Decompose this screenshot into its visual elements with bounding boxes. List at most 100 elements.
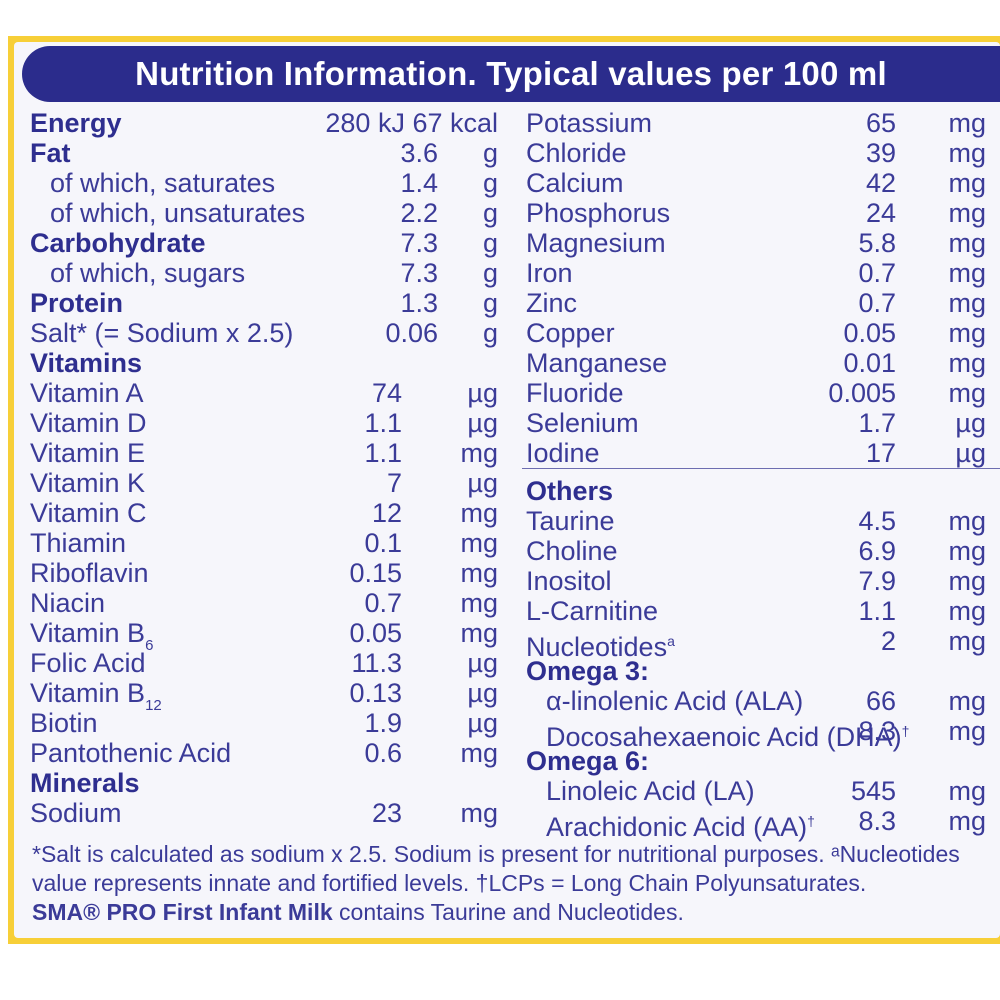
nutrient-row-carbohydrate: Carbohydrate 7.3 g bbox=[30, 228, 498, 258]
nutrient-name-text: Linoleic Acid (LA) bbox=[546, 776, 755, 806]
nutrient-row-sodium: Sodium 23 mg bbox=[30, 798, 498, 828]
superscript: † bbox=[901, 723, 910, 739]
nutrient-value: 7.9 bbox=[858, 566, 896, 596]
nutrient-name: Nucleotidesa bbox=[526, 626, 675, 662]
nutrient-name: of which, saturates bbox=[30, 168, 275, 198]
superscript: † bbox=[807, 813, 815, 829]
nutrient-row-chloride: Chloride 39 mg bbox=[526, 138, 986, 168]
nutrient-name: of which, unsaturates bbox=[30, 198, 305, 228]
nutrient-row-vitamin-c: Vitamin C 12 mg bbox=[30, 498, 498, 528]
nutrient-name-text: Calcium bbox=[526, 168, 624, 198]
right-nutrient-column: Potassium 65 mg Chloride 39 mg Calcium 42 mg Phos… bbox=[526, 108, 996, 842]
nutrient-unit: mg bbox=[460, 528, 498, 558]
nutrient-name-text: Choline bbox=[526, 536, 618, 566]
nutrient-row-protein: Protein 1.3 g bbox=[30, 288, 498, 318]
nutrient-name-text: Manganese bbox=[526, 348, 668, 378]
nutrient-name-text: Vitamin D bbox=[30, 408, 147, 438]
nutrient-unit: mg bbox=[460, 558, 498, 588]
nutrient-row-salt-sodium-x-2-5: Salt* (= Sodium x 2.5) 0.06 g bbox=[30, 318, 498, 348]
nutrient-name: Vitamin E bbox=[30, 438, 145, 468]
nutrient-row-iron: Iron 0.7 mg bbox=[526, 258, 986, 288]
nutrient-name-text: Thiamin bbox=[30, 528, 127, 558]
nutrient-unit: mg bbox=[948, 626, 986, 656]
nutrient-row-manganese: Manganese 0.01 mg bbox=[526, 348, 986, 378]
nutrient-name: Iron bbox=[526, 258, 573, 288]
nutrient-value: 1.3 bbox=[400, 288, 438, 318]
nutrient-name-text: Riboflavin bbox=[30, 558, 149, 588]
nutrient-row-linoleic-acid-la: Linoleic Acid (LA) 545 mg bbox=[526, 776, 986, 806]
nutrient-row-zinc: Zinc 0.7 mg bbox=[526, 288, 986, 318]
nutrient-value: 11.3 bbox=[351, 648, 402, 678]
nutrient-name: Thiamin bbox=[30, 528, 126, 558]
page-title: Nutrition Information. Typical values pe… bbox=[135, 55, 887, 92]
nutrient-unit: mg bbox=[948, 258, 986, 288]
nutrient-unit: mg bbox=[460, 588, 498, 618]
footnote-line-2: value represents innate and fortified le… bbox=[32, 870, 867, 896]
nutrient-name-text: Vitamin A bbox=[30, 378, 144, 408]
nutrient-value: 1.1 bbox=[364, 438, 402, 468]
nutrient-name-text: Niacin bbox=[30, 588, 106, 618]
nutrient-value: 0.01 bbox=[843, 348, 896, 378]
nutrient-value: 8.3 bbox=[858, 806, 896, 836]
nutrient-value: 74 bbox=[371, 378, 402, 408]
nutrient-unit: g bbox=[482, 288, 498, 318]
nutrient-value: 0.1 bbox=[364, 528, 402, 558]
nutrient-value: 3.6 bbox=[400, 138, 438, 168]
nutrient-row-thiamin: Thiamin 0.1 mg bbox=[30, 528, 498, 558]
nutrient-name: Inositol bbox=[526, 566, 612, 596]
nutrient-name-text: α-linolenic Acid (ALA) bbox=[546, 686, 804, 716]
nutrient-value: 0.6 bbox=[364, 738, 402, 768]
nutrient-value: 65 bbox=[865, 108, 896, 138]
nutrient-row-inositol: Inositol 7.9 mg bbox=[526, 566, 986, 596]
nutrient-name: Vitamin B6 bbox=[30, 618, 153, 661]
nutrient-name: Phosphorus bbox=[526, 198, 670, 228]
nutrient-name-text: Folic Acid bbox=[30, 648, 146, 678]
nutrient-value: 4.5 bbox=[858, 506, 896, 536]
nutrient-unit: µg bbox=[467, 468, 498, 498]
nutrient-name-text: Vitamin B bbox=[30, 618, 146, 648]
nutrient-name-text: Protein bbox=[30, 288, 124, 318]
nutrient-name-text: Biotin bbox=[30, 708, 98, 738]
nutrient-name: Arachidonic Acid (AA)† bbox=[546, 806, 815, 842]
nutrient-name: Fluoride bbox=[526, 378, 624, 408]
nutrient-name: Fat bbox=[30, 138, 71, 168]
nutrient-name: Carbohydrate bbox=[30, 228, 206, 258]
nutrient-name: Choline bbox=[526, 536, 618, 566]
nutrient-unit: mg bbox=[948, 288, 986, 318]
nutrient-row-choline: Choline 6.9 mg bbox=[526, 536, 986, 566]
nutrient-unit: g bbox=[482, 258, 498, 288]
nutrient-name: Copper bbox=[526, 318, 615, 348]
nutrient-unit: mg bbox=[948, 596, 986, 626]
nutrient-row-vitamin-e: Vitamin E 1.1 mg bbox=[30, 438, 498, 468]
superscript: a bbox=[667, 633, 675, 649]
nutrient-row-pantothenic-acid: Pantothenic Acid 0.6 mg bbox=[30, 738, 498, 768]
nutrient-name-text: Pantothenic Acid bbox=[30, 738, 232, 768]
nutrient-row-arachidonic-acid-aa: Arachidonic Acid (AA)† 8.3 mg bbox=[526, 806, 986, 842]
nutrient-name-text: Carbohydrate bbox=[30, 228, 206, 258]
nutrient-row-nucleotides: Nucleotidesa 2 mg bbox=[526, 626, 986, 662]
nutrient-row-l-carnitine: L-Carnitine 1.1 mg bbox=[526, 596, 986, 626]
nutrient-name-text: Copper bbox=[526, 318, 615, 348]
nutrient-row-fluoride: Fluoride 0.005 mg bbox=[526, 378, 986, 408]
nutrient-name: Selenium bbox=[526, 408, 639, 438]
nutrient-unit: g bbox=[482, 198, 498, 228]
subscript: 12 bbox=[145, 697, 162, 714]
nutrient-value: 12 bbox=[371, 498, 402, 528]
nutrient-value: 7.3 bbox=[400, 228, 438, 258]
nutrient-value: 66 bbox=[865, 686, 896, 716]
nutrient-unit: mg bbox=[948, 776, 986, 806]
nutrient-unit: mg bbox=[948, 536, 986, 566]
nutrient-row-vitamin-k: Vitamin K 7 µg bbox=[30, 468, 498, 498]
nutrient-value: 24 bbox=[865, 198, 896, 228]
nutrient-name-text: Fat bbox=[30, 138, 71, 168]
footnote-line-1: *Salt is calculated as sodium x 2.5. Sod… bbox=[32, 841, 960, 867]
nutrient-name: Linoleic Acid (LA) bbox=[546, 776, 755, 806]
nutrient-unit: g bbox=[482, 318, 498, 348]
nutrient-name-text: Docosahexaenoic Acid (DHA) bbox=[546, 722, 902, 752]
nutrient-name-text: Salt* (= Sodium x 2.5) bbox=[30, 318, 294, 348]
nutrient-row-linolenic-acid-ala: α-linolenic Acid (ALA) 66 mg bbox=[526, 686, 986, 716]
nutrient-row-biotin: Biotin 1.9 µg bbox=[30, 708, 498, 738]
nutrient-unit: mg bbox=[948, 138, 986, 168]
nutrient-name-text: of which, sugars bbox=[50, 258, 246, 288]
nutrient-name-text: Energy bbox=[30, 108, 122, 138]
